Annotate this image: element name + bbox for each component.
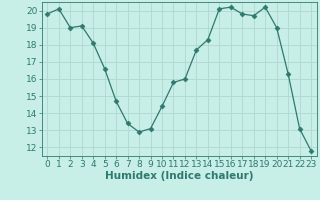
X-axis label: Humidex (Indice chaleur): Humidex (Indice chaleur) (105, 171, 253, 181)
